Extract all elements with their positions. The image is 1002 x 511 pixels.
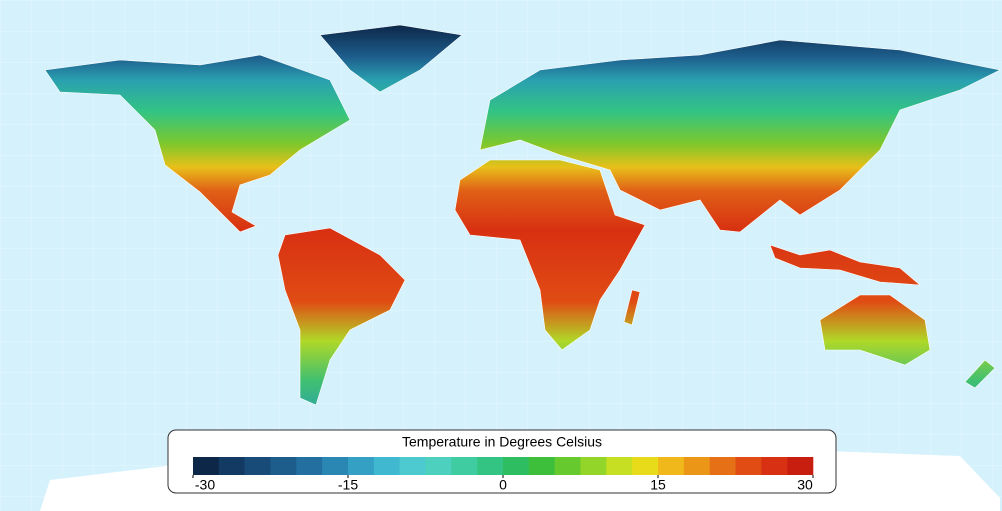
color-bin (735, 457, 762, 475)
color-bin (373, 457, 400, 475)
color-bin (787, 457, 814, 475)
madagascar (623, 289, 641, 326)
new-zealand (964, 359, 996, 389)
tick-label: 15 (650, 477, 666, 493)
land (44, 24, 1001, 406)
tick-label: -30 (195, 477, 215, 493)
color-bin (554, 457, 581, 475)
legend-title: Temperature in Degrees Celsius (402, 434, 602, 450)
color-bin (658, 457, 685, 475)
color-bin (477, 457, 504, 475)
color-bin (218, 457, 245, 475)
color-bin (709, 457, 736, 475)
color-bin (503, 457, 530, 475)
tick-label: 0 (499, 477, 507, 493)
color-bin (296, 457, 323, 475)
greenland (319, 24, 463, 93)
color-bin (425, 457, 452, 475)
color-bin (761, 457, 788, 475)
color-bin (348, 457, 375, 475)
africa (454, 159, 646, 351)
color-bin (193, 457, 220, 475)
color-bin (528, 457, 555, 475)
north-america (44, 54, 351, 233)
tick-label: -15 (338, 477, 358, 493)
color-bin (270, 457, 297, 475)
indonesia (769, 244, 921, 286)
color-bin (399, 457, 426, 475)
color-bin (451, 457, 478, 475)
australia (819, 294, 931, 366)
color-bin (322, 457, 349, 475)
color-bin (683, 457, 710, 475)
tick-label: 30 (797, 477, 813, 493)
color-bin (632, 457, 659, 475)
color-bin (244, 457, 271, 475)
color-bin (580, 457, 607, 475)
eurasia (479, 39, 1001, 233)
color-bin (606, 457, 633, 475)
south-america (277, 227, 406, 406)
